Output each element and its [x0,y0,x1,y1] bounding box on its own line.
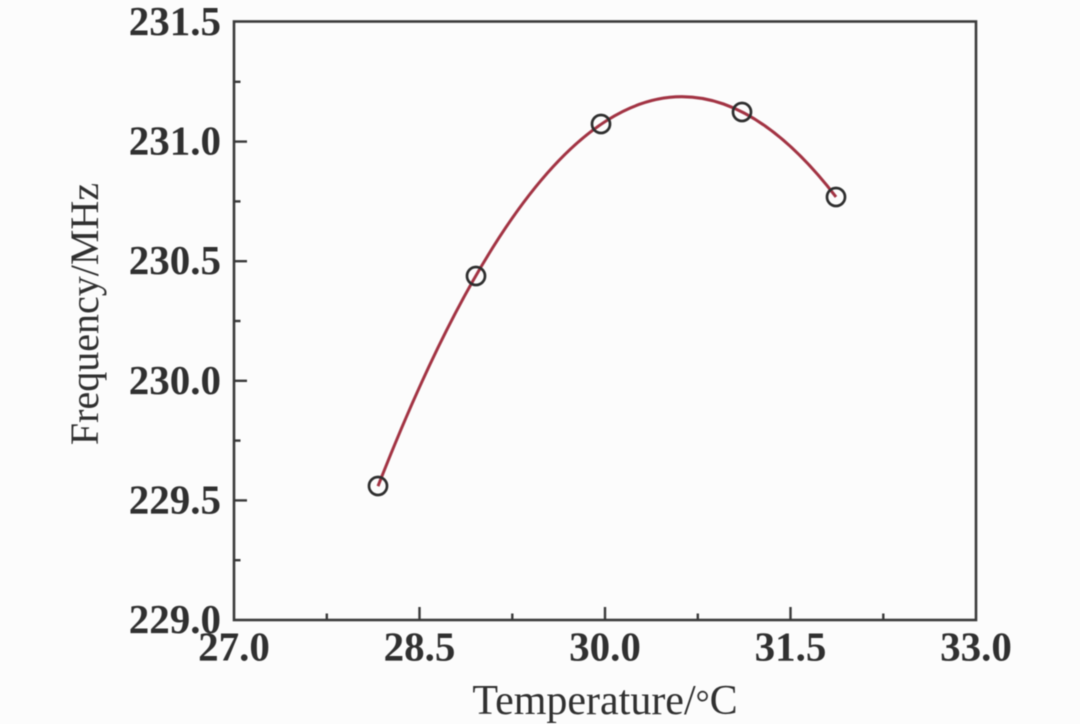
svg-text:27.0: 27.0 [198,624,270,670]
svg-text:Temperature/°C: Temperature/°C [472,678,737,724]
svg-text:31.5: 31.5 [755,624,827,670]
svg-text:33.0: 33.0 [940,624,1012,670]
svg-text:230.5: 230.5 [129,237,221,283]
svg-text:Frequency/MHz: Frequency/MHz [62,183,107,445]
svg-text:30.0: 30.0 [569,624,641,670]
svg-text:28.5: 28.5 [384,624,456,670]
svg-text:231.0: 231.0 [129,118,221,164]
svg-text:230.0: 230.0 [129,357,221,403]
svg-text:229.0: 229.0 [129,596,221,642]
svg-text:231.5: 231.5 [129,0,221,44]
svg-text:229.5: 229.5 [129,476,221,522]
